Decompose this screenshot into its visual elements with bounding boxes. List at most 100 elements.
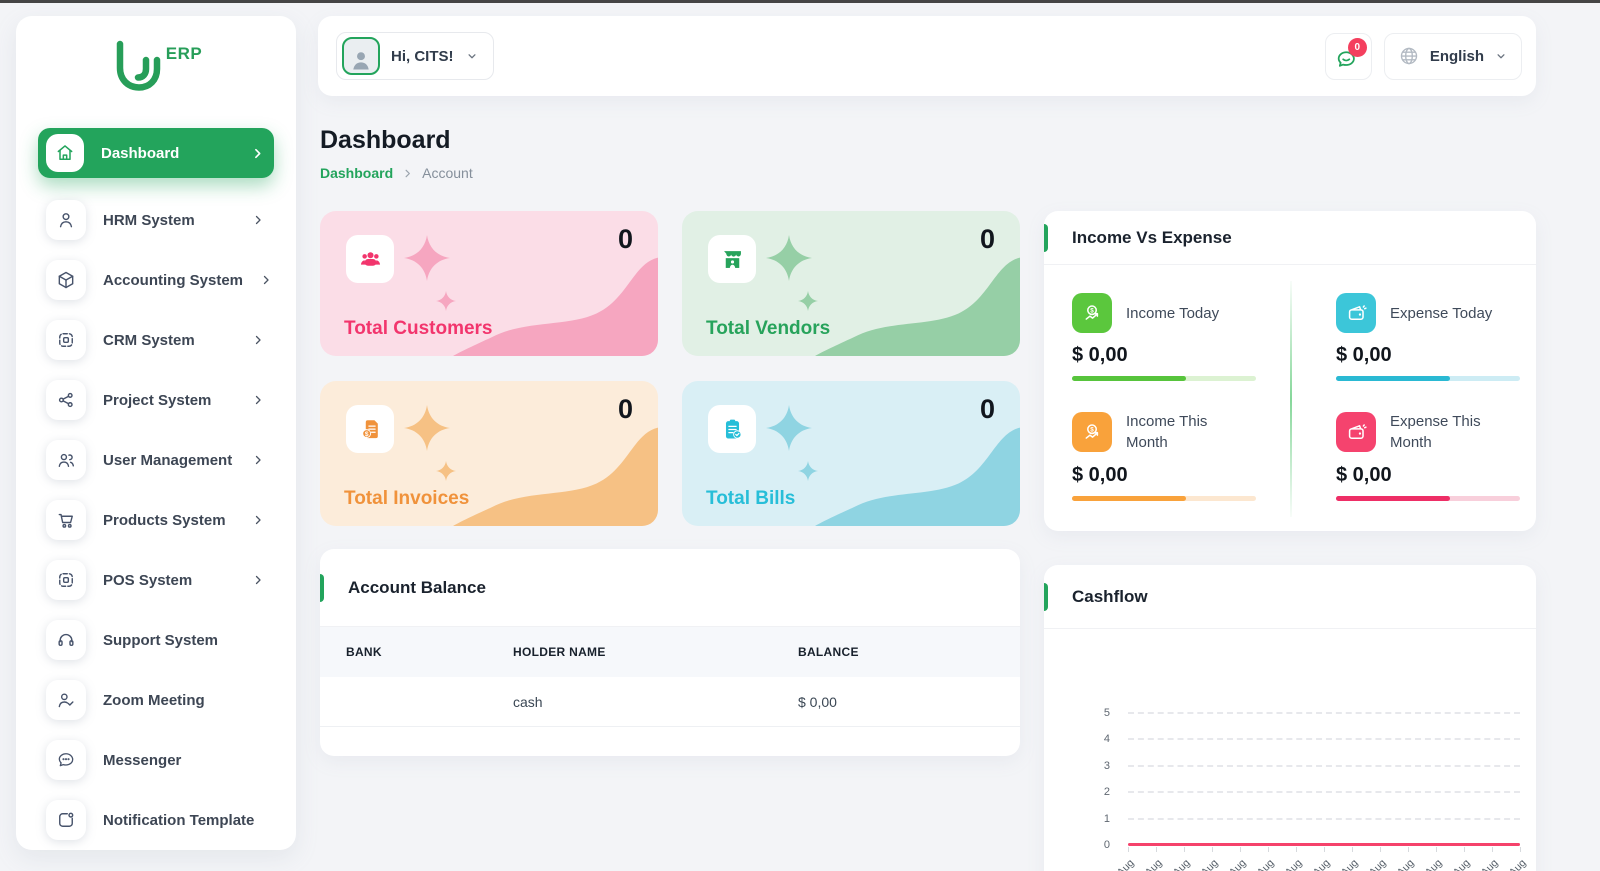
total-customers-card: 0 Total Customers [320, 211, 658, 356]
user-icon [46, 200, 86, 240]
x-axis-label: Aug [1114, 857, 1137, 871]
total-bills-value: 0 [979, 394, 995, 424]
total-vendors-value: 0 [979, 224, 995, 254]
chevron-right-icon [260, 274, 272, 286]
sidebar-item-messenger[interactable]: Messenger [38, 730, 274, 790]
total-bills-label: Total Bills [706, 488, 796, 509]
sidebar-item-crm-system[interactable]: CRM System [38, 310, 274, 370]
sidebar-item-user-management[interactable]: User Management [38, 430, 274, 490]
y-axis-tick: 2 [1103, 786, 1110, 798]
x-axis-tick-mark [1324, 847, 1325, 852]
panel-accent-bar [1044, 224, 1048, 252]
sidebar-item-notification-template[interactable]: Notification Template [38, 790, 274, 850]
x-axis-tick-mark [1352, 847, 1353, 852]
income-expense-grid: $ Income Today $ 0,00 Expense Today $ 0,… [1044, 265, 1536, 501]
user-check-icon [46, 680, 86, 720]
sidebar-item-label: Support System [103, 631, 219, 649]
x-axis-tick-mark [1268, 847, 1269, 852]
chevron-right-icon [252, 214, 264, 226]
globe-icon [1398, 45, 1420, 67]
sidebar-item-label: Accounting System [103, 271, 244, 289]
expense-icon [1336, 412, 1376, 452]
app-window-icon [46, 320, 86, 360]
app-window-icon [46, 560, 86, 600]
vertical-divider [1290, 281, 1292, 517]
panel-accent-bar [1044, 583, 1048, 611]
income-today-label: Income Today [1126, 304, 1220, 322]
sidebar-item-label: Dashboard [101, 144, 180, 162]
account-balance-panel: Account Balance BANK HOLDER NAME BALANCE… [320, 549, 1020, 756]
sidebar-item-accounting-system[interactable]: Accounting System [38, 250, 274, 310]
window-top-border [0, 0, 1600, 3]
sparkle-icon [436, 291, 456, 311]
sidebar-item-products-system[interactable]: Products System [38, 490, 274, 550]
sidebar-item-label: Products System [103, 511, 226, 529]
expense-icon [1336, 293, 1376, 333]
y-axis-tick: 1 [1103, 813, 1110, 825]
sidebar-item-zoom-meeting[interactable]: Zoom Meeting [38, 670, 274, 730]
total-invoices-value: 0 [617, 394, 633, 424]
income-this-month-progress [1072, 496, 1256, 501]
expense-this-month-progress [1336, 496, 1520, 501]
app-logo[interactable]: ERP [16, 16, 296, 116]
user-menu-button[interactable]: Hi, CITS! [336, 32, 494, 80]
chevron-right-icon [252, 514, 264, 526]
income-today-progress [1072, 376, 1256, 381]
sidebar-item-hrm-system[interactable]: HRM System [38, 190, 274, 250]
invoices-icon: $ [346, 405, 394, 453]
chevron-right-icon [252, 334, 264, 346]
income-today-value: $ 0,00 [1072, 344, 1128, 366]
column-header-bank: BANK [346, 645, 382, 659]
sidebar-item-label: HRM System [103, 211, 195, 229]
sidebar-item-label: Project System [103, 391, 212, 409]
expense-today-label: Expense Today [1390, 304, 1493, 322]
sidebar-nav: Dashboard HRM System Accounting System [16, 116, 296, 850]
language-label: English [1429, 47, 1484, 65]
y-axis-tick: 5 [1103, 707, 1110, 719]
page-title: Dashboard [320, 126, 451, 154]
table-row: cash $ 0,00 [320, 677, 1020, 727]
expense-this-month-item: Expense This Month $ 0,00 [1336, 411, 1520, 501]
panel-header: Account Balance [320, 549, 1020, 627]
vendors-icon [708, 235, 756, 283]
user-greeting: Hi, CITS! [391, 47, 454, 65]
chevron-right-icon [251, 147, 264, 160]
sidebar-item-dashboard[interactable]: Dashboard [38, 128, 274, 178]
panel-header: Income Vs Expense [1044, 211, 1536, 265]
total-invoices-label: Total Invoices [344, 488, 470, 509]
total-vendors-label: Total Vendors [706, 318, 831, 339]
expense-today-progress [1336, 376, 1520, 381]
avatar [342, 37, 380, 75]
x-axis-tick-mark [1212, 847, 1213, 852]
share-nodes-icon [46, 380, 86, 420]
sidebar-item-label: Zoom Meeting [103, 691, 205, 709]
total-invoices-card: $ 0 Total Invoices [320, 381, 658, 526]
messages-button[interactable]: 0 [1324, 32, 1372, 80]
users-icon [46, 440, 86, 480]
x-axis-tick-mark [1436, 847, 1437, 852]
sidebar-item-support-system[interactable]: Support System [38, 610, 274, 670]
breadcrumb-dashboard-link[interactable]: Dashboard [320, 165, 394, 181]
income-icon: $ [1072, 412, 1112, 452]
language-selector[interactable]: English [1383, 32, 1522, 80]
sparkle-icon [404, 235, 450, 281]
bills-icon [708, 405, 756, 453]
chevron-down-icon [1494, 49, 1508, 63]
headset-icon [46, 620, 86, 660]
svg-text:$: $ [1090, 426, 1094, 433]
expense-today-item: Expense Today $ 0,00 [1336, 293, 1520, 381]
expense-this-month-label: Expense This Month [1390, 413, 1481, 451]
cashflow-chart: 5 4 3 2 1 0 A [1044, 649, 1536, 871]
total-customers-label: Total Customers [344, 318, 493, 339]
sidebar-item-project-system[interactable]: Project System [38, 370, 274, 430]
customers-icon [346, 235, 394, 283]
sidebar-item-label: CRM System [103, 331, 195, 349]
income-this-month-item: $ Income This Month $ 0,00 [1072, 411, 1256, 501]
gridline [1128, 712, 1520, 714]
sidebar-item-pos-system[interactable]: POS System [38, 550, 274, 610]
topbar-actions: 0 English [1324, 32, 1522, 80]
sidebar-item-label: User Management [103, 451, 233, 469]
income-this-month-label: Income This Month [1126, 413, 1208, 451]
x-axis-tick-mark [1128, 847, 1129, 852]
chat-bubble-icon [46, 740, 86, 780]
